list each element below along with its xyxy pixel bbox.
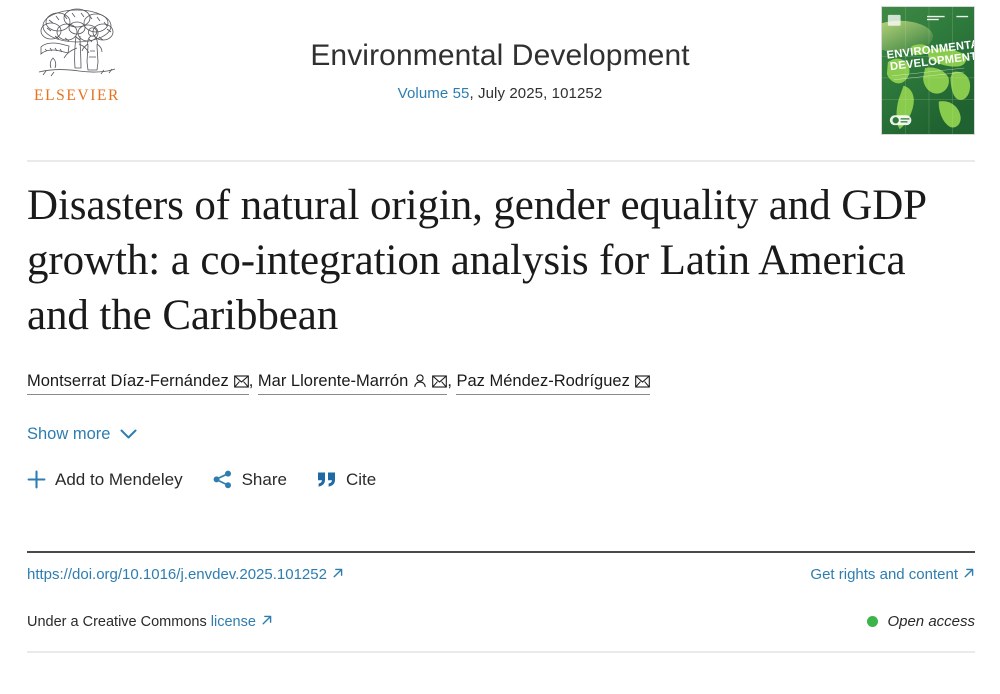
external-link-icon: [963, 566, 975, 583]
elsevier-wordmark: ELSEVIER: [34, 87, 120, 104]
volume-link[interactable]: Volume 55: [397, 85, 470, 102]
get-rights-and-content-link[interactable]: Get rights and content: [810, 566, 975, 583]
show-more-label: Show more: [27, 424, 111, 443]
elsevier-logo[interactable]: ELSEVIER: [27, 6, 127, 114]
get-rights-label: Get rights and content: [810, 566, 958, 583]
open-access-label: Open access: [887, 613, 975, 630]
journal-title: Environmental Development: [310, 39, 690, 72]
envelope-icon[interactable]: [432, 371, 448, 396]
envelope-glyph: [432, 375, 448, 388]
masthead: ELSEVIER Environmental Development Volum…: [0, 0, 1000, 160]
show-more-button[interactable]: Show more: [27, 425, 137, 444]
author-separator-1: ,: [248, 372, 258, 391]
journal-block: Environmental Development Volume 55, Jul…: [0, 38, 1000, 102]
author-3-name: Paz Méndez-Rodríguez: [456, 372, 630, 391]
envelope-glyph: [634, 375, 650, 388]
author-2[interactable]: Mar Llorente-Marrón: [257, 371, 448, 396]
envelope-icon[interactable]: [634, 371, 650, 396]
external-link-icon: [332, 566, 344, 583]
envelope-glyph: [233, 375, 249, 388]
license-prefix: Under a Creative Commons: [27, 613, 211, 630]
quote-icon: [317, 471, 337, 488]
open-access-dot-icon: [867, 616, 879, 627]
page-title: Disasters of natural origin, gender equa…: [27, 182, 926, 340]
cite-button[interactable]: Cite: [317, 470, 376, 490]
license-link[interactable]: license: [211, 614, 273, 630]
plus-icon: [27, 470, 46, 489]
author-2-name: Mar Llorente-Marrón: [257, 372, 409, 391]
footer-divider: [27, 651, 975, 653]
doi-text: https://doi.org/10.1016/j.envdev.2025.10…: [27, 566, 327, 583]
add-to-mendeley-button[interactable]: Add to Mendeley: [27, 470, 183, 490]
add-to-mendeley-label: Add to Mendeley: [55, 469, 183, 489]
doi-row: https://doi.org/10.1016/j.envdev.2025.10…: [27, 566, 975, 583]
share-icon: [213, 470, 233, 489]
open-access-badge: Open access: [867, 613, 975, 630]
elsevier-tree-icon: [38, 8, 116, 77]
author-3[interactable]: Paz Méndez-Rodríguez: [456, 371, 650, 396]
actions-divider: [27, 551, 975, 553]
license-row: Under a Creative Commons license Open ac…: [27, 613, 975, 630]
article-block: Disasters of natural origin, gender equa…: [27, 178, 975, 490]
author-list: Montserrat Díaz-Fernández, Mar Llorente-…: [27, 369, 975, 396]
chevron-down-icon: [120, 429, 137, 439]
envelope-icon[interactable]: [233, 371, 249, 396]
author-1[interactable]: Montserrat Díaz-Fernández: [27, 371, 249, 396]
external-link-icon: [261, 614, 273, 630]
issue-info: , July 2025, 101252: [469, 85, 603, 102]
license-link-label: license: [210, 613, 256, 630]
masthead-divider: [27, 160, 975, 162]
cite-label: Cite: [345, 469, 377, 489]
person-icon[interactable]: [413, 371, 427, 396]
share-button[interactable]: Share: [213, 470, 287, 490]
share-label: Share: [241, 469, 287, 489]
doi-link[interactable]: https://doi.org/10.1016/j.envdev.2025.10…: [27, 566, 344, 583]
author-separator-2: ,: [447, 372, 457, 391]
license-text-group: Under a Creative Commons license: [27, 614, 273, 630]
journal-issue-line: Volume 55, July 2025, 101252: [0, 85, 1000, 102]
journal-cover-image: ENVIRONMENTAL DEVELOPMENT: [882, 7, 974, 134]
person-glyph: [414, 374, 427, 388]
action-bar: Add to Mendeley Share: [27, 470, 975, 490]
author-1-name: Montserrat Díaz-Fernández: [27, 372, 229, 391]
journal-cover-thumbnail[interactable]: ENVIRONMENTAL DEVELOPMENT: [881, 6, 975, 135]
